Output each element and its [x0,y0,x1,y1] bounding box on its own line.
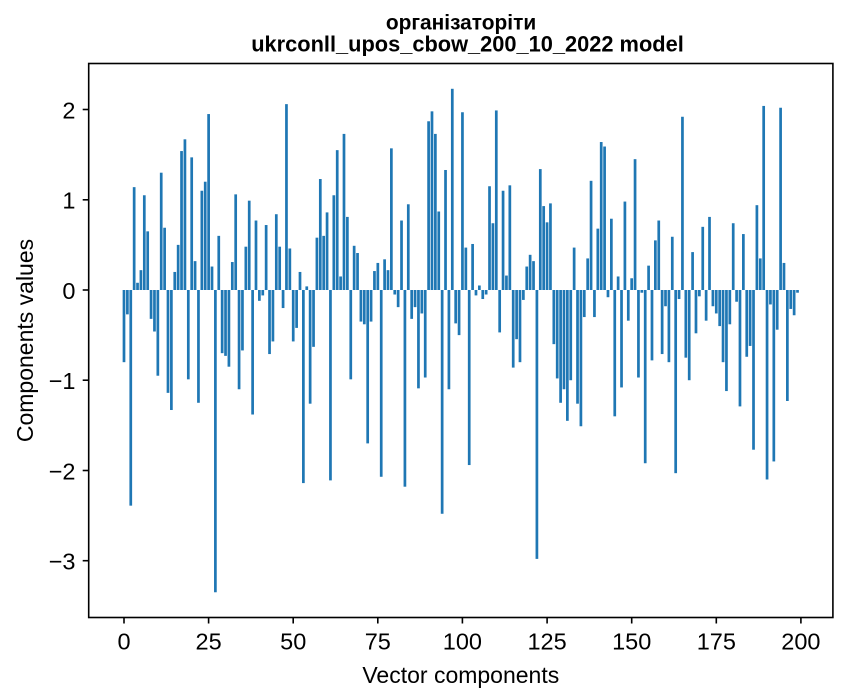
svg-text:ukrconll_upos_cbow_200_10_2022: ukrconll_upos_cbow_200_10_2022 model [251,32,684,57]
svg-text:−2: −2 [49,458,76,484]
svg-text:50: 50 [280,628,306,654]
svg-text:25: 25 [196,628,222,654]
svg-text:0: 0 [117,628,130,654]
svg-text:−3: −3 [49,549,76,575]
svg-text:2: 2 [62,97,75,123]
svg-text:200: 200 [781,628,820,654]
svg-text:175: 175 [697,628,736,654]
svg-text:−1: −1 [49,368,76,394]
svg-text:75: 75 [365,628,391,654]
svg-text:125: 125 [527,628,566,654]
svg-text:Vector components: Vector components [362,662,559,688]
svg-text:100: 100 [443,628,482,654]
svg-text:організаторіти: організаторіти [386,12,536,35]
svg-text:150: 150 [612,628,651,654]
svg-text:0: 0 [62,278,75,304]
svg-text:Components values: Components values [12,239,38,442]
svg-text:1: 1 [62,188,75,214]
